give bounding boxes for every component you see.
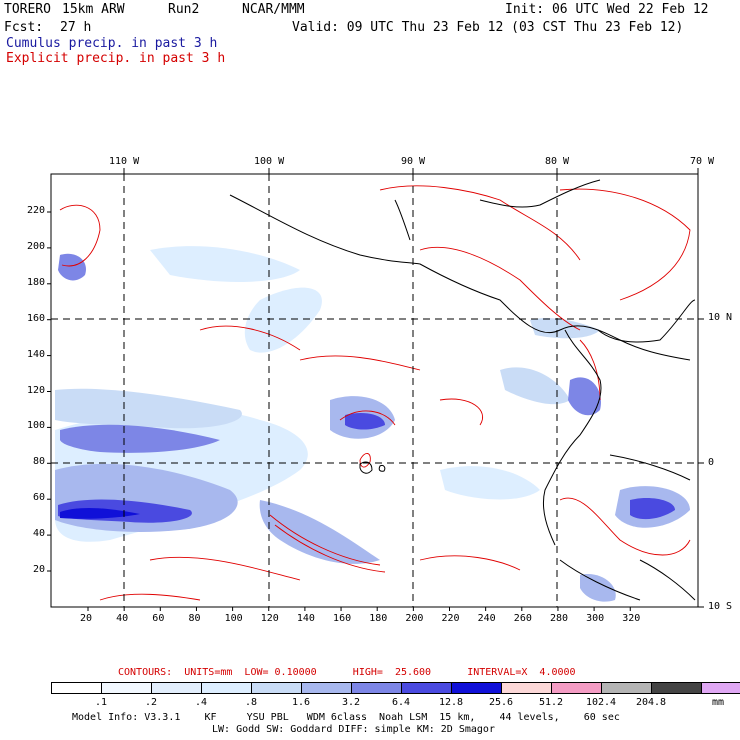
left-axis-ticks [47, 211, 51, 572]
y-index-label: 20 [33, 564, 46, 575]
x-index-label: 140 [296, 613, 315, 624]
y-index-label: 180 [27, 276, 46, 288]
x-index-label: 120 [260, 613, 279, 624]
x-index-label: 20 [80, 613, 93, 624]
lat-label-10n: 10 N [708, 312, 733, 323]
colorbar-label: .2 [144, 697, 158, 708]
model-name: TORERO [4, 2, 51, 17]
init-time: Init: 06 UTC Wed 22 Feb 12 [505, 2, 709, 17]
colorbar-cell [201, 682, 252, 694]
organization: NCAR/MMM [242, 2, 305, 17]
y-index-label: 60 [33, 492, 46, 504]
contour-info: CONTOURS: UNITS=mm LOW= 0.10000 HIGH= 25… [118, 667, 576, 678]
colorbar-cell [551, 682, 602, 694]
x-index-label: 320 [622, 613, 641, 624]
y-index-label: 120 [27, 384, 46, 396]
x-index-label: 200 [405, 613, 424, 624]
colorbar-cell [601, 682, 652, 694]
colorbar-label: 3.2 [341, 697, 361, 708]
x-index-label: 300 [586, 613, 605, 624]
colorbar-label: 25.6 [488, 697, 514, 708]
lon-label-100w: 100 W [254, 156, 285, 167]
cumulus-precip-field [55, 246, 690, 602]
colorbar-cell [301, 682, 352, 694]
colorbar-cell [51, 682, 102, 694]
bottom-axis-ticks [87, 607, 631, 611]
colorbar-label: 12.8 [438, 697, 464, 708]
physics-info: LW: Godd SW: Goddard DIFF: simple KM: 2D… [212, 724, 495, 735]
y-index-label: 140 [27, 348, 46, 360]
explicit-precip-contours [59, 185, 691, 601]
lon-label-70w: 70 W [690, 156, 715, 167]
colorbar-label: .4 [194, 697, 208, 708]
coastlines [229, 179, 696, 601]
lat-label-0: 0 [708, 457, 715, 468]
colorbar-cell [651, 682, 702, 694]
colorbar-cell [351, 682, 402, 694]
x-index-label: 80 [188, 613, 201, 624]
lon-label-80w: 80 W [545, 156, 570, 167]
y-index-label: 200 [27, 240, 46, 252]
colorbar-label: 1.6 [291, 697, 311, 708]
y-index-label: 160 [27, 312, 46, 324]
x-index-label: 100 [224, 613, 243, 624]
run-label: Run2 [168, 2, 200, 17]
colorbar-cell [451, 682, 502, 694]
x-index-label: 60 [152, 613, 165, 624]
right-axis-ticks [698, 318, 704, 608]
y-index-label: 80 [33, 456, 46, 468]
x-index-label: 240 [477, 613, 496, 624]
colorbar-label: .1 [94, 697, 108, 708]
lon-label-110w: 110 W [109, 156, 140, 167]
lat-label-10s: 10 S [708, 601, 733, 612]
colorbar-cell [401, 682, 452, 694]
colorbar-cell [251, 682, 302, 694]
colorbar-cell [101, 682, 152, 694]
colorbar-label: .8 [244, 697, 258, 708]
explicit-legend: Explicit precip. in past 3 h [6, 51, 226, 66]
forecast-label: Fcst: [4, 20, 44, 35]
x-index-label: 280 [549, 613, 568, 624]
forecast-hour: 27 h [60, 20, 92, 35]
colorbar-label: 51.2 [538, 697, 564, 708]
valid-time: Valid: 09 UTC Thu 23 Feb 12 (03 CST Thu … [292, 20, 684, 35]
y-index-label: 220 [27, 205, 46, 216]
x-index-label: 220 [441, 613, 460, 624]
x-index-label: 260 [513, 613, 532, 624]
colorbar-label: 102.4 [585, 697, 617, 708]
x-index-label: 40 [116, 613, 129, 624]
colorbar-cell [501, 682, 552, 694]
lat-lon-grid [51, 174, 698, 607]
x-index-label: 160 [333, 613, 352, 624]
colorbar-label: 204.8 [635, 697, 667, 708]
colorbar-unit: mm [712, 697, 725, 708]
top-axis-ticks [123, 168, 699, 174]
model-resolution: 15km ARW [62, 2, 125, 17]
model-info: Model Info: V3.3.1 KF YSU PBL WDM 6class… [72, 712, 620, 723]
cumulus-legend: Cumulus precip. in past 3 h [6, 36, 218, 51]
x-index-label: 180 [369, 613, 388, 624]
colorbar-cell [701, 682, 740, 694]
colorbar-label: 6.4 [391, 697, 411, 708]
y-index-label: 100 [27, 420, 46, 432]
y-index-label: 40 [33, 528, 46, 540]
colorbar-cell [151, 682, 202, 694]
lon-label-90w: 90 W [401, 156, 426, 167]
